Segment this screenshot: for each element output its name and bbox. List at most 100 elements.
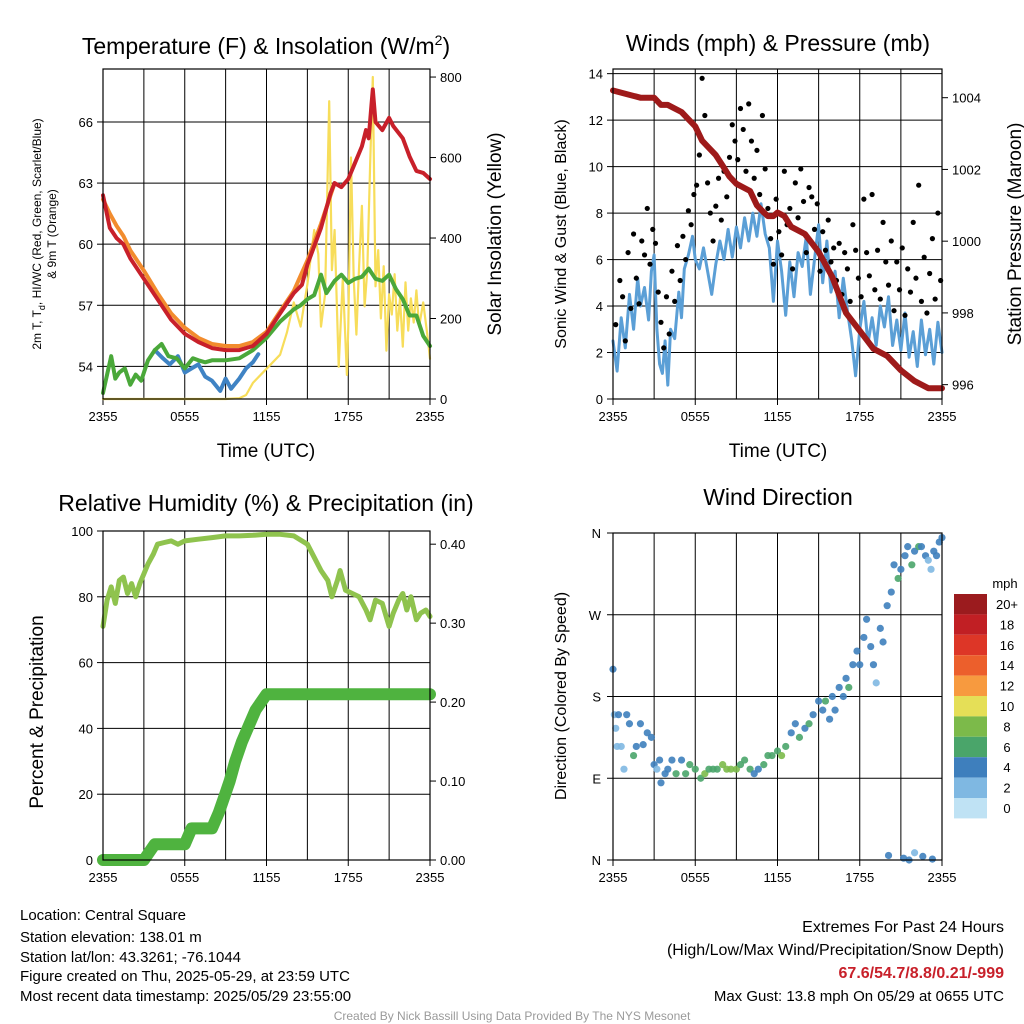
- humidity-ytick-label: 60: [79, 656, 93, 671]
- direction-point: [664, 765, 672, 773]
- gust-point: [792, 180, 798, 186]
- gust-point: [817, 268, 823, 274]
- humidity-panel: 2355 0555 1155 1755 2355 0 20 40 60 80 100 0.00 0.10…: [27, 490, 474, 885]
- legend-swatch: [954, 675, 987, 696]
- direction-point: [917, 543, 926, 551]
- recent-data-text: Most recent data timestamp: 2025/05/29 2…: [20, 988, 352, 1005]
- direction-point: [653, 765, 661, 773]
- legend-swatch: [954, 594, 987, 615]
- gust-point: [869, 191, 875, 198]
- humidity-ytick-label: 80: [79, 590, 93, 605]
- gust-point: [658, 319, 664, 325]
- legend-label: 6: [1003, 740, 1010, 755]
- direction-point: [879, 638, 887, 646]
- direction-border: [612, 532, 943, 861]
- direction-point: [809, 711, 817, 719]
- gust-point: [907, 289, 914, 295]
- gust-point: [789, 266, 796, 272]
- gust-point: [704, 180, 711, 186]
- direction-point: [656, 756, 664, 764]
- direction-point: [612, 724, 620, 732]
- winds-y2tick-label: 996: [952, 378, 974, 393]
- humidity-xtick-label: 2355: [89, 870, 118, 885]
- gust-point: [779, 252, 785, 258]
- humidity-xtick-label: 1755: [334, 870, 363, 885]
- gust-point: [691, 191, 697, 198]
- humidity-xtick-label: 0555: [170, 870, 199, 885]
- winds-ylabel2: Station Pressure (Maroon): [1005, 123, 1024, 346]
- gust-point: [883, 259, 889, 265]
- gust-point: [921, 254, 927, 260]
- direction-point: [927, 565, 935, 573]
- gust-point: [647, 261, 653, 267]
- gust-point: [710, 238, 716, 244]
- gust-point: [757, 191, 763, 198]
- direction-point: [831, 706, 839, 714]
- direction-point: [842, 674, 850, 682]
- direction-point: [869, 661, 878, 669]
- gust-point: [798, 166, 804, 172]
- legend-swatch: [954, 716, 987, 737]
- humidity-xtick-label: 2355: [416, 870, 445, 885]
- direction-point: [787, 729, 795, 737]
- direction-point: [677, 756, 686, 764]
- gust-point: [765, 205, 771, 212]
- temperature-ytick-label: 54: [79, 359, 93, 374]
- gust-point: [641, 252, 648, 258]
- winds-border: [612, 68, 943, 400]
- temperature-y2tick-label: 0: [440, 392, 447, 407]
- gust-point: [844, 266, 851, 272]
- gust-point: [896, 287, 903, 293]
- legend-swatch: [954, 696, 987, 717]
- direction-point: [876, 624, 884, 632]
- direction-point: [672, 770, 680, 778]
- legend-title: mph: [992, 576, 1017, 591]
- legend-label: 2: [1003, 781, 1010, 796]
- gust-point: [866, 273, 872, 279]
- series-relative-humidity: [100, 531, 433, 629]
- temperature-xtick-label: 0555: [170, 409, 199, 424]
- gust-point: [674, 243, 681, 249]
- direction-point: [867, 642, 875, 651]
- direction-point: [647, 733, 655, 741]
- direction-point: [782, 742, 790, 751]
- direction-point: [795, 733, 804, 741]
- direction-ylabel: Direction (Colored By Speed): [553, 592, 570, 800]
- winds-ytick-label: 0: [596, 392, 603, 407]
- direction-point: [639, 741, 647, 749]
- gust-point: [902, 312, 908, 318]
- legend-swatch: [954, 798, 987, 819]
- direction-point: [932, 552, 941, 560]
- gust-point: [619, 294, 626, 300]
- temperature-ytick-label: 66: [79, 115, 93, 130]
- gust-point: [713, 203, 719, 209]
- temperature-xtick-label: 1755: [334, 409, 363, 424]
- temperature-ytick-label: 60: [79, 237, 93, 252]
- gust-point: [655, 289, 661, 295]
- gust-point: [650, 226, 656, 232]
- temperature-ytick-label: 57: [79, 298, 93, 313]
- humidity-y2tick-label: 0.40: [440, 537, 465, 552]
- direction-title: Wind Direction: [703, 484, 853, 510]
- gust-point: [916, 182, 922, 188]
- gust-point: [729, 122, 735, 128]
- gust-point: [669, 268, 675, 274]
- direction-point: [853, 647, 861, 655]
- gust-point: [639, 238, 645, 244]
- gust-point: [625, 249, 631, 256]
- gust-point: [768, 236, 774, 242]
- direction-point: [617, 742, 625, 751]
- gust-point: [677, 277, 683, 284]
- legend-label: 16: [1000, 638, 1014, 653]
- gust-point: [699, 75, 705, 81]
- winds-ytick-label: 10: [589, 160, 603, 175]
- temperature-ylabel-line2: & 9m T (Orange): [45, 189, 59, 279]
- series-station-pressure: [610, 87, 945, 392]
- direction-point: [791, 720, 799, 728]
- gust-point: [694, 182, 700, 188]
- direction-point: [828, 692, 836, 701]
- direction-point: [924, 556, 932, 564]
- direction-ytick-label: N: [592, 526, 601, 541]
- temperature-y2tick-label: 600: [440, 151, 462, 166]
- winds-xtick-label: 0555: [681, 409, 710, 424]
